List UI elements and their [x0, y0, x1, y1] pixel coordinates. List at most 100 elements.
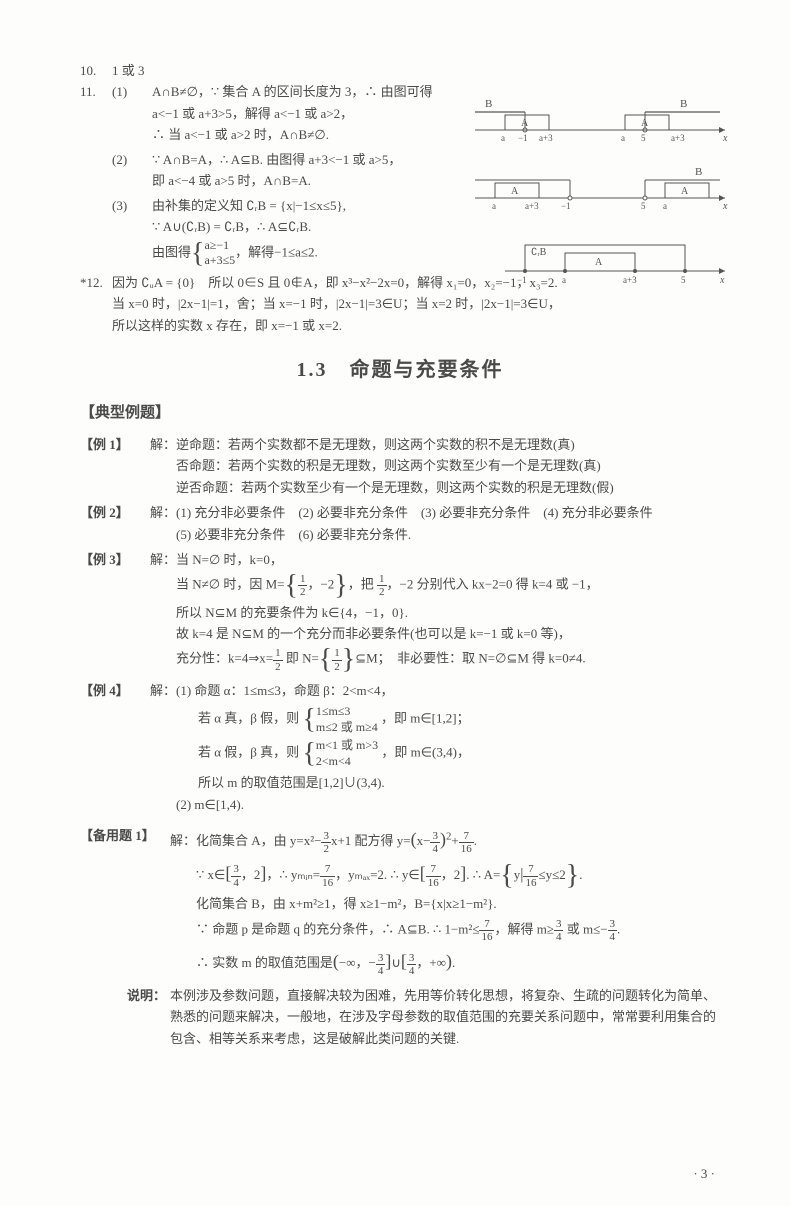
q11-brace-bot: a+3≤5	[204, 253, 235, 267]
d1-ap3b: a+3	[671, 133, 685, 143]
ex4-l3a: 若 α 假，β 真，则	[198, 745, 302, 760]
bk1-l2a: ∵ x∈	[196, 867, 225, 882]
bk1-l2h: ≤y≤2	[538, 867, 565, 882]
d2-B: B	[695, 166, 702, 178]
q10-text: 1 或 3	[112, 60, 720, 81]
ex3-l5a: 充分性：k=4⇒x=	[176, 651, 273, 666]
d3-x: x	[719, 275, 725, 286]
ex3-l5: 充分性：k=4⇒x=12 即 N={12}⊆M； 非必要性：取 N=∅⊆M 得 …	[150, 647, 720, 672]
d2-a1: a	[492, 201, 496, 211]
ex1-label: 【例 1】	[80, 434, 150, 455]
ex4-l3b2: 2<m<4	[316, 754, 351, 768]
examples-heading: 【典型例题】	[80, 401, 720, 426]
bk1-l2f: . ∴ A=	[466, 867, 500, 882]
q12-l3: 所以这样的实数 x 存在，即 x=−1 或 x=2.	[112, 315, 720, 336]
d3-a: a	[562, 275, 566, 285]
d1-B2: B	[680, 98, 687, 110]
d2-A2: A	[681, 186, 689, 197]
q11-p1-num: (1)	[112, 81, 152, 102]
bk1-l1a: 化简集合 A，由 y=x²−	[196, 833, 321, 848]
bk1-l4b: ，解得 m≥	[494, 922, 554, 937]
ex4-l5: (2) m∈[1,4).	[150, 794, 720, 815]
bk1-l2c: ，∴ yₘᵢₙ=	[266, 867, 320, 882]
diagram-1: B B A A a −1 a+3 5 a a+3 x	[475, 85, 735, 145]
example-3: 【例 3】 解：当 N=∅ 时，k=0， 当 N≠∅ 时，因 M={12，−2}…	[80, 549, 720, 676]
d2-x: x	[722, 201, 728, 212]
ex4-l2a: 若 α 真，β 假，则	[198, 711, 302, 726]
bk1-l1c: x−	[417, 833, 431, 848]
bk1-l5d: ，+∞	[416, 955, 446, 970]
ex2-label: 【例 2】	[80, 502, 150, 523]
bk1-l4c: 或 m≤−	[563, 922, 607, 937]
ex3-l1: 当 N=∅ 时，k=0，	[176, 552, 283, 567]
d3-ap3: a+3	[623, 275, 637, 285]
diagram-2: B A A a a+3 −1 5 a x	[475, 163, 735, 213]
bk1-l4a: ∵ 命题 p 是命题 q 的充分条件，∴ A⊆B. ∴ 1−m²≤	[196, 922, 479, 937]
page-number: · 3 ·	[693, 1163, 715, 1184]
bk1-l5: ∴ 实数 m 的取值范围是(−∞，−34]∪[34，+∞).	[170, 947, 720, 977]
ex4-l3b1: m<1 或 m>3	[316, 738, 378, 752]
d3-A: A	[595, 257, 603, 268]
ex2-solve: 解：	[150, 505, 176, 520]
bk1-l4d: .	[617, 922, 620, 937]
bk1-l2d: ，yₘₐₓ=2. ∴ y∈	[335, 867, 420, 882]
diagram-3: ∁ᵣB A −1 a a+3 5 x	[475, 231, 735, 286]
backup-1: 【备用题 1】 解：化简集合 A，由 y=x²−32x+1 配方得 y=(x−3…	[80, 825, 720, 981]
ex3-l2: 当 N≠∅ 时，因 M={12，−2}，把 12，−2 分别代入 kx−2=0 …	[150, 573, 720, 598]
note-text: 本例涉及参数问题，直接解决较为困难，先用等价转化思想，将复杂、生疏的问题转化为简…	[170, 985, 720, 1049]
ex3-l5c: ⊆M； 非必要性：取 N=∅⊆M 得 k=0≠4.	[355, 651, 585, 666]
ex3-l2a: 当 N≠∅ 时，因 M=	[176, 577, 285, 592]
d1-a: a	[501, 133, 505, 143]
ex1-l3: 逆否命题：若两个实数至少有一个是无理数，则这两个实数的积是无理数(假)	[150, 477, 720, 498]
d2-five: 5	[641, 201, 646, 211]
ex4-l2c: ，即 m∈[1,2]；	[378, 711, 470, 726]
q11-brace-top: a≥−1	[204, 238, 229, 252]
d2-A1: A	[511, 186, 519, 197]
ex4-l3c: ，即 m∈(3,4)，	[378, 745, 470, 760]
d1-m1: −1	[518, 133, 528, 143]
bk1-l5c: ∪	[391, 955, 401, 970]
ex3-l2b: ，−2	[307, 577, 334, 592]
bk1-l2: ∵ x∈[34，2]，∴ yₘᵢₙ=716，yₘₐₓ=2. ∴ y∈[716，2…	[170, 859, 720, 889]
example-4: 【例 4】 解：(1) 命题 α：1≤m≤3，命题 β：2<m<4， 若 α 真…	[80, 680, 720, 816]
section-title: 1.3 命题与充要条件	[80, 354, 720, 387]
bk1-l2e: ，2	[441, 867, 461, 882]
d1-a2: a	[621, 133, 625, 143]
d1-B1: B	[485, 98, 492, 110]
ex4-l3: 若 α 假，β 真，则 {m<1 或 m>32<m<4 ，即 m∈(3,4)，	[150, 738, 720, 769]
backup-1-note: 说明： 本例涉及参数问题，直接解决较为困难，先用等价转化思想，将复杂、生疏的问题…	[80, 985, 720, 1049]
ex1-l1: 逆命题：若两个实数都不是无理数，则这两个实数的积不是无理数(真)	[176, 437, 575, 452]
q12-num: *12.	[80, 272, 112, 293]
d3-m1: −1	[517, 275, 527, 285]
bk1-l1b: x+1 配方得 y=	[331, 833, 411, 848]
bk1-l5e: .	[452, 955, 455, 970]
ex2-l2: (5) 必要非充分条件 (6) 必要非充分条件.	[150, 524, 720, 545]
d2-a2: a	[663, 201, 667, 211]
ex3-l4: 故 k=4 是 N⊆M 的一个充分而非必要条件(也可以是 k=−1 或 k=0 …	[150, 623, 720, 644]
ex3-l2c: ，把	[348, 577, 377, 592]
bk1-label: 【备用题 1】	[80, 825, 170, 846]
ex1-l2: 否命题：若两个实数的积是无理数，则这两个实数至少有一个是无理数(真)	[150, 455, 720, 476]
ex4-l2: 若 α 真，β 假，则 {1≤m≤3m≤2 或 m≥4 ，即 m∈[1,2]；	[150, 704, 720, 735]
ex3-label: 【例 3】	[80, 549, 150, 570]
ex4-solve: 解：	[150, 683, 176, 698]
d2-ap3a: a+3	[525, 201, 539, 211]
bk1-l2b: ，2	[241, 867, 261, 882]
ex3-l2d: ，−2 分别代入 kx−2=0 得 k=4 或 −1，	[387, 577, 599, 592]
ex4-l2b1: 1≤m≤3	[316, 704, 351, 718]
example-2: 【例 2】 解：(1) 充分非必要条件 (2) 必要非充分条件 (3) 必要非充…	[80, 502, 720, 545]
ex2-l1: (1) 充分非必要条件 (2) 必要非充分条件 (3) 必要非充分条件 (4) …	[176, 505, 653, 520]
q10-num: 10.	[80, 60, 112, 81]
ex4-l2b2: m≤2 或 m≥4	[316, 720, 378, 734]
q11-num: 11.	[80, 81, 112, 102]
ex3-l5b: 即 N=	[283, 651, 319, 666]
bk1-l1: 解：化简集合 A，由 y=x²−32x+1 配方得 y=(x−34)2+716.	[170, 825, 720, 855]
bk1-solve: 解：	[170, 833, 196, 848]
bk1-l1d: +	[451, 833, 458, 848]
ex3-solve: 解：	[150, 552, 176, 567]
ex4-l4: 所以 m 的取值范围是[1,2]∪(3,4).	[150, 772, 720, 793]
d1-ap3a: a+3	[539, 133, 553, 143]
d1-x: x	[722, 133, 728, 144]
q11-p3-l3a: 由图得	[152, 244, 191, 259]
d3-CRB: ∁ᵣB	[531, 247, 547, 258]
